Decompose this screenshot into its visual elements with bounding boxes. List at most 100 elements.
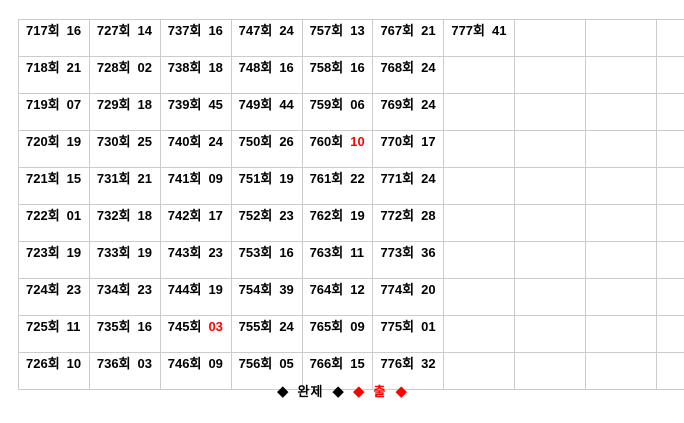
winning-number: 24 [421, 97, 436, 112]
round-label: 763회 [309, 245, 344, 260]
result-cell: 718회 21 [18, 56, 90, 94]
round-label: 755회 [238, 319, 273, 334]
winning-number: 21 [137, 171, 153, 186]
result-cell: 777회 41 [443, 19, 516, 57]
result-cell: 776회 32 [372, 352, 445, 390]
result-cell: 774회 20 [372, 278, 445, 316]
results-table-body: 717회 16 727회 14 737회 16 747회 24 757회 13 767회 21 777회… [18, 19, 684, 390]
result-cell: 726회 10 [18, 352, 90, 390]
result-cell: 727회 14 [88, 19, 161, 57]
round-label: 717회 [26, 23, 60, 38]
empty-cell [656, 315, 684, 353]
empty-cell [443, 352, 516, 390]
result-cell: 773회 36 [372, 241, 445, 279]
result-cell: 720회 19 [18, 130, 90, 168]
winning-number: 02 [137, 60, 153, 75]
round-label: 721회 [26, 171, 60, 186]
result-cell: 763회 11 [301, 241, 374, 279]
result-cell: 741회 09 [159, 167, 232, 205]
round-label: 765회 [309, 319, 344, 334]
empty-cell [443, 278, 516, 316]
round-label: 769회 [380, 97, 415, 112]
winning-number: 18 [137, 97, 153, 112]
winning-number: 03 [137, 356, 153, 371]
result-cell: 765회 09 [301, 315, 374, 353]
winning-number: 23 [279, 208, 294, 223]
result-cell: 768회 24 [372, 56, 445, 94]
round-label: 767회 [380, 23, 415, 38]
empty-cell [585, 19, 658, 57]
result-cell: 742회 17 [159, 204, 232, 242]
result-cell: 767회 21 [372, 19, 445, 57]
winning-number: 36 [421, 245, 436, 260]
round-label: 753회 [238, 245, 273, 260]
table-row: 721회 15 731회 21 741회 09 751회 19 761회 22 771회 24 [18, 167, 684, 205]
round-label: 725회 [26, 319, 60, 334]
winning-number: 17 [208, 208, 223, 223]
table-row: 720회 19 730회 25 740회 24 750회 26 760회 10 770회 17 [18, 130, 684, 168]
result-cell: 764회 12 [301, 278, 374, 316]
winning-number: 13 [350, 23, 365, 38]
round-label: 761회 [309, 171, 344, 186]
winning-number: 32 [421, 356, 436, 371]
round-label: 735회 [96, 319, 131, 334]
empty-cell [514, 204, 587, 242]
winning-number: 21 [421, 23, 436, 38]
result-cell: 721회 15 [18, 167, 90, 205]
round-label: 728회 [96, 60, 131, 75]
legend-label-complete: 완제 [297, 383, 324, 399]
winning-number: 45 [208, 97, 223, 112]
empty-cell [585, 241, 658, 279]
empty-cell [656, 130, 684, 168]
empty-cell [514, 352, 587, 390]
empty-cell [514, 278, 587, 316]
round-label: 768회 [380, 60, 415, 75]
empty-cell [514, 93, 587, 131]
table-row: 717회 16 727회 14 737회 16 747회 24 757회 13 767회 21 777회… [18, 19, 684, 57]
black-diamond-icon: ◆ [332, 382, 344, 400]
winning-number: 44 [279, 97, 294, 112]
winning-number-highlighted: 03 [208, 319, 223, 334]
winning-number: 11 [350, 245, 364, 260]
winning-number: 01 [66, 208, 82, 223]
result-cell: 735회 16 [88, 315, 161, 353]
round-label: 764회 [309, 282, 344, 297]
round-label: 745회 [167, 319, 202, 334]
result-cell: 748회 16 [230, 56, 303, 94]
winning-number: 16 [66, 23, 82, 38]
empty-cell [656, 56, 684, 94]
round-label: 739회 [167, 97, 202, 112]
winning-number: 19 [208, 282, 223, 297]
result-cell: 725회 11 [18, 315, 90, 353]
table-row: 718회 21 728회 02 738회 18 748회 16 758회 16 768회 24 [18, 56, 684, 94]
winning-number: 23 [66, 282, 82, 297]
winning-number: 24 [279, 23, 294, 38]
result-cell: 745회 03 [159, 315, 232, 353]
empty-cell [656, 93, 684, 131]
empty-cell [514, 56, 587, 94]
round-label: 737회 [167, 23, 202, 38]
winning-number: 26 [279, 134, 294, 149]
winning-number-highlighted: 10 [350, 134, 365, 149]
result-cell: 740회 24 [159, 130, 232, 168]
round-label: 726회 [26, 356, 60, 371]
result-cell: 760회 10 [301, 130, 374, 168]
empty-cell [514, 130, 587, 168]
round-label: 770회 [380, 134, 415, 149]
result-cell: 769회 24 [372, 93, 445, 131]
round-label: 742회 [167, 208, 202, 223]
winning-number: 20 [421, 282, 436, 297]
round-label: 774회 [380, 282, 415, 297]
empty-cell [585, 167, 658, 205]
winning-number: 39 [279, 282, 294, 297]
result-cell: 734회 23 [88, 278, 161, 316]
legend-label-out: 출 [373, 383, 387, 399]
round-label: 750회 [238, 134, 273, 149]
result-cell: 729회 18 [88, 93, 161, 131]
round-label: 730회 [96, 134, 131, 149]
empty-cell [585, 352, 658, 390]
empty-cell [443, 241, 516, 279]
round-label: 772회 [380, 208, 415, 223]
empty-cell [514, 19, 587, 57]
